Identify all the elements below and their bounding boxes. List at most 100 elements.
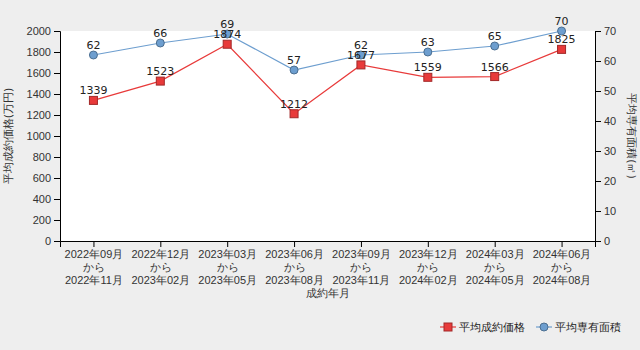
- tick-label: 40: [604, 115, 616, 127]
- data-label: 62: [354, 39, 368, 52]
- tick-mark: [294, 241, 295, 247]
- tick-mark: [595, 181, 601, 182]
- tick-label: 400: [33, 193, 51, 205]
- tick-mark: [54, 31, 60, 32]
- tick-label: 2024年06月から2024年08月: [533, 248, 592, 286]
- y-axis-title: 平均成約価格(万円): [2, 88, 15, 185]
- tick: 2022年12月から2023年02月: [131, 241, 190, 286]
- legend: 平均成約価格 平均専有面積: [440, 321, 621, 334]
- tick: 1200: [27, 109, 60, 121]
- legend-item: 平均専有面積: [536, 321, 621, 334]
- tick-label: 1200: [27, 109, 51, 121]
- tick-mark: [160, 241, 161, 247]
- data-label: 62: [86, 39, 100, 52]
- axis-line: [54, 32, 61, 242]
- tick-label: 30: [604, 145, 616, 157]
- tick-mark: [595, 151, 601, 152]
- marker: [558, 45, 566, 53]
- marker: [357, 61, 365, 69]
- tick: 600: [33, 172, 60, 184]
- data-labels: 1339152318741212167715591566182562666957…: [79, 15, 575, 111]
- data-label: 66: [153, 27, 167, 40]
- marker: [491, 73, 499, 81]
- tick-mark: [54, 199, 60, 200]
- tick: 400: [33, 193, 60, 205]
- tick-mark: [495, 241, 496, 247]
- tick-mark: [595, 91, 601, 92]
- tick-mark: [54, 136, 60, 137]
- tick-label: 1800: [27, 46, 51, 58]
- tick-label: 2022年09月から2022年11月: [65, 248, 124, 286]
- tick-label: 1600: [27, 67, 51, 79]
- background: [0, 0, 640, 350]
- tick: 40: [595, 115, 616, 127]
- tick: 0: [595, 235, 610, 247]
- chart: 0 200 400 600 800 1000 1200 1400 1600 1800 2000 0 10…: [0, 0, 640, 350]
- legend-label: 平均専有面積: [555, 321, 621, 334]
- y2-axis: 010203040506070: [595, 25, 616, 247]
- tick-mark: [562, 241, 563, 247]
- tick-label: 0: [45, 235, 51, 247]
- tick-label: 20: [604, 175, 616, 187]
- marker: [156, 77, 164, 85]
- tick-mark: [54, 73, 60, 74]
- tick: 30: [595, 145, 616, 157]
- tick-mark: [595, 211, 601, 212]
- tick: 2024年06月から2024年08月: [533, 241, 592, 286]
- marker: [290, 110, 298, 118]
- tick-mark: [54, 241, 60, 242]
- tick: 1400: [27, 88, 60, 100]
- tick-label: 2023年12月から2024年02月: [399, 248, 458, 286]
- tick-mark: [54, 220, 60, 221]
- data-label: 57: [287, 54, 301, 67]
- tick: 2000: [27, 25, 60, 37]
- tick: 2024年03月から2024年05月: [466, 241, 525, 286]
- data-label: 1212: [280, 98, 308, 111]
- tick-mark: [54, 157, 60, 158]
- legend-item: 平均成約価格: [440, 321, 525, 334]
- tick-label: 800: [33, 151, 51, 163]
- tick-label: 2023年03月から2023年05月: [198, 248, 257, 286]
- marker: [89, 96, 97, 104]
- tick: 2023年06月から2023年08月: [265, 241, 324, 286]
- marker: [290, 66, 298, 74]
- tick: 0: [45, 235, 60, 247]
- tick-label: 2023年06月から2023年08月: [265, 248, 324, 286]
- tick-mark: [93, 241, 94, 247]
- tick-label: 2022年12月から2023年02月: [131, 248, 190, 286]
- x-axis-title: 成約年月: [306, 287, 350, 300]
- tick: 2023年03月から2023年05月: [198, 241, 257, 286]
- tick: 60: [595, 55, 616, 67]
- tick: 10: [595, 205, 616, 217]
- plot-area: [60, 31, 595, 241]
- x-axis: 2022年09月から2022年11月2022年12月から2023年02月2023…: [61, 241, 596, 286]
- axis-line: [61, 242, 596, 248]
- tick-mark: [54, 115, 60, 116]
- tick-label: 600: [33, 172, 51, 184]
- tick-label: 0: [604, 235, 610, 247]
- tick-label: 200: [33, 214, 51, 226]
- y2-axis-title: 平均専有面積(㎡): [625, 93, 638, 179]
- tick-mark: [361, 241, 362, 247]
- tick: 20: [595, 175, 616, 187]
- tick-label: 1000: [27, 130, 51, 142]
- tick-label: 70: [604, 25, 616, 37]
- plot: 0 200 400 600 800 1000 1200 1400 1600 1800 2000 0 10…: [27, 15, 617, 286]
- tick: 1000: [27, 130, 60, 142]
- marker: [424, 48, 432, 56]
- tick-mark: [595, 31, 601, 32]
- legend-marker: [444, 323, 452, 331]
- tick: 1600: [27, 67, 60, 79]
- axis-line: [596, 32, 602, 242]
- marker: [156, 39, 164, 47]
- tick-label: 2000: [27, 25, 51, 37]
- tick-mark: [428, 241, 429, 247]
- data-label: 63: [421, 36, 435, 49]
- tick-label: 2023年09月から2023年11月: [332, 248, 391, 286]
- marker: [424, 73, 432, 81]
- data-label: 69: [220, 18, 234, 31]
- tick: 200: [33, 214, 60, 226]
- tick-mark: [54, 178, 60, 179]
- legend-label: 平均成約価格: [459, 321, 525, 334]
- tick-label: 2024年03月から2024年05月: [466, 248, 525, 286]
